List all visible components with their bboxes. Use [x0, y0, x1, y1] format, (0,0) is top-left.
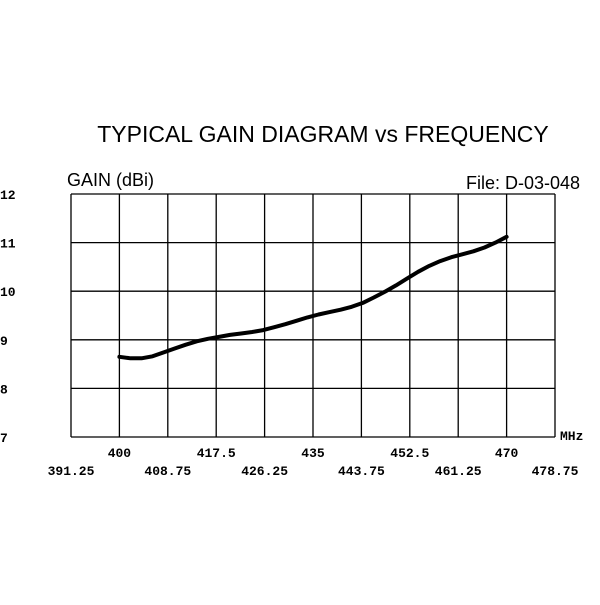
y-tick-label: 9 [0, 334, 8, 349]
y-axis-label: GAIN (dBi) [67, 170, 154, 190]
chart-title: TYPICAL GAIN DIAGRAM vs FREQUENCY [97, 121, 549, 147]
x-tick-label-upper: 417.5 [197, 446, 236, 461]
x-tick-label-lower: 408.75 [144, 464, 191, 479]
x-tick-label-lower: 391.25 [48, 464, 95, 479]
series-layer [117, 234, 509, 361]
x-tick-label-upper: 400 [108, 446, 132, 461]
x-tick-label-lower: 443.75 [338, 464, 385, 479]
y-tick-labels: 12 11 10 9 8 7 [0, 188, 16, 446]
x-tick-label-upper: 470 [495, 446, 519, 461]
x-tick-label-lower: 461.25 [435, 464, 482, 479]
x-tick-label-upper: 452.5 [390, 446, 429, 461]
y-tick-label: 10 [0, 285, 16, 300]
y-tick-label: 12 [0, 188, 16, 203]
y-tick-label: 7 [0, 431, 8, 446]
y-tick-label: 11 [0, 237, 16, 252]
x-unit-label: MHz [560, 429, 583, 444]
x-tick-label-upper: 435 [301, 446, 325, 461]
x-tick-label-lower: 426.25 [241, 464, 288, 479]
y-tick-label: 8 [0, 382, 8, 397]
x-tick-label-lower: 478.75 [532, 464, 579, 479]
file-label: File: D-03-048 [466, 173, 580, 193]
gain-curve [117, 234, 509, 361]
x-tick-labels: 400 417.5 435 452.5 470 391.25 408.75 426.25 443… [48, 446, 579, 479]
